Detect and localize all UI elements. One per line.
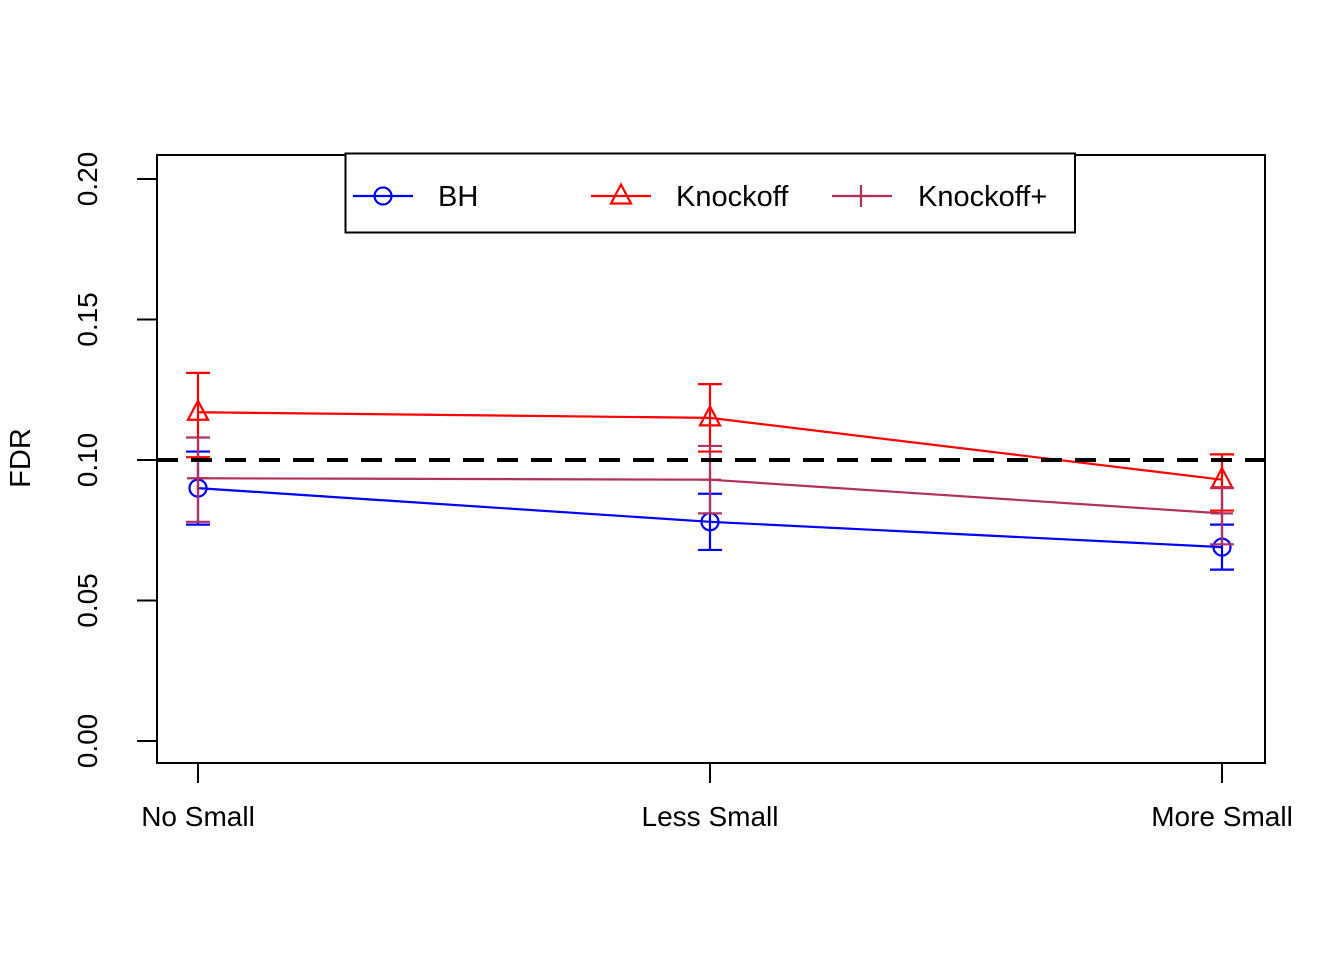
y-axis-tick-label: 0.10 <box>72 433 103 488</box>
data-point-marker <box>186 398 210 421</box>
plus-marker-glyph <box>187 467 209 490</box>
y-axis-tick-label: 0.20 <box>72 152 103 207</box>
y-axis-tick-label: 0.15 <box>72 292 103 347</box>
y-axis-tick-label: 0.00 <box>72 714 103 769</box>
y-axis-title: FDR <box>5 428 37 488</box>
legend-label: BH <box>438 181 478 213</box>
data-point-marker <box>698 403 722 427</box>
triangle-marker-glyph <box>698 403 722 427</box>
x-axis-tick-label: Less Small <box>642 801 779 832</box>
triangle-marker-glyph <box>186 398 210 421</box>
series-knockoffplus <box>186 436 1234 546</box>
legend-marker <box>609 182 633 205</box>
legend-entry-knockoffplus: Knockoff+ <box>832 181 1047 213</box>
legend-marker <box>373 186 393 206</box>
series-line <box>197 487 1223 549</box>
legend-label: Knockoff+ <box>918 181 1047 213</box>
plus-marker-glyph <box>850 185 872 207</box>
x-axis-tick-label: More Small <box>1151 801 1293 832</box>
triangle-marker-glyph <box>609 182 633 205</box>
legend-box <box>344 152 1076 234</box>
legend-label: Knockoff <box>676 181 789 213</box>
data-point-marker <box>187 467 209 490</box>
legend-entry-bh: BH <box>353 181 478 213</box>
x-axis-tick-label: No Small <box>141 801 255 832</box>
legend-entry-knockoff: Knockoff <box>591 181 789 213</box>
legend-marker <box>850 185 872 207</box>
y-axis-tick-label: 0.05 <box>72 573 103 628</box>
data-point-marker <box>1211 502 1233 525</box>
data-point-marker <box>699 468 721 491</box>
plus-marker-glyph <box>1211 502 1233 525</box>
circle-marker-glyph <box>373 186 393 206</box>
plus-marker-glyph <box>699 468 721 491</box>
